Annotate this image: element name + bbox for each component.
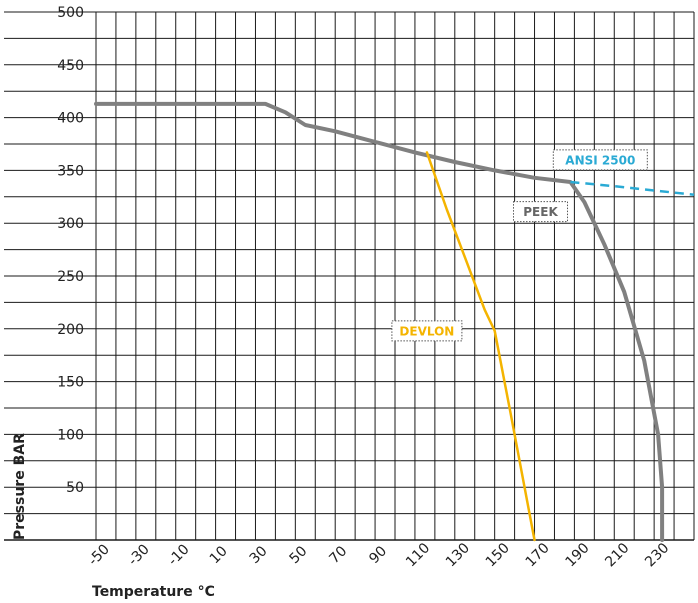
y-tick-label: 300	[57, 216, 84, 232]
x-axis-title: Temperature °C	[92, 584, 215, 600]
x-tick-label: 170	[523, 540, 553, 570]
series-line-ansi-2500	[570, 180, 695, 196]
y-tick-label: 350	[57, 163, 84, 179]
series-label-box	[552, 149, 648, 171]
series-label-ansi-2500: ANSI 2500	[552, 149, 648, 171]
x-tick-label: -50	[85, 541, 112, 568]
x-tick-label: 190	[562, 540, 592, 570]
series-label-box	[391, 320, 463, 342]
grid	[4, 11, 695, 541]
x-tick-labels: -50 -30 -10 10 30 50 70 90 110 130 150 170 190 210 230	[85, 540, 672, 570]
series-label-text: DEVLON	[399, 324, 454, 338]
x-tick-label: 230	[642, 540, 672, 570]
series-label-devlon: DEVLON	[391, 320, 463, 342]
y-tick-label: 250	[57, 269, 84, 285]
y-tick-label: 150	[57, 375, 84, 391]
y-tick-label: 50	[66, 480, 84, 496]
annotations-layer: ANSI 2500 PEEK DEVLON	[391, 149, 648, 342]
y-axis-title: Pressure BAR	[12, 433, 28, 540]
y-tick-label: 100	[57, 427, 84, 443]
y-tick-label: 400	[57, 111, 84, 127]
series-label-box	[513, 201, 569, 223]
series-label-text: PEEK	[523, 205, 558, 219]
x-tick-label: 50	[287, 543, 311, 567]
series-label-peek: PEEK	[513, 201, 569, 223]
x-tick-label: 130	[443, 540, 473, 570]
y-tick-label: 200	[57, 322, 84, 338]
series-line-peek	[94, 101, 665, 542]
series-line-devlon	[425, 151, 536, 542]
y-tick-label: 450	[57, 58, 84, 74]
x-tick-label: -30	[125, 541, 152, 568]
x-tick-label: -10	[165, 541, 192, 568]
x-tick-label: 150	[483, 540, 513, 570]
series-label-text: ANSI 2500	[565, 153, 635, 167]
y-tick-label: 500	[57, 5, 84, 21]
series-layer	[94, 101, 695, 542]
x-tick-label: 90	[366, 543, 390, 567]
x-tick-label: 10	[207, 543, 231, 567]
x-tick-label: 210	[602, 540, 632, 570]
y-tick-labels: 50 100 150 200 250 300 350 400 450 500	[57, 5, 84, 496]
x-tick-label: 70	[326, 543, 350, 567]
x-tick-label: 110	[403, 540, 433, 570]
x-tick-label: 30	[247, 543, 271, 567]
